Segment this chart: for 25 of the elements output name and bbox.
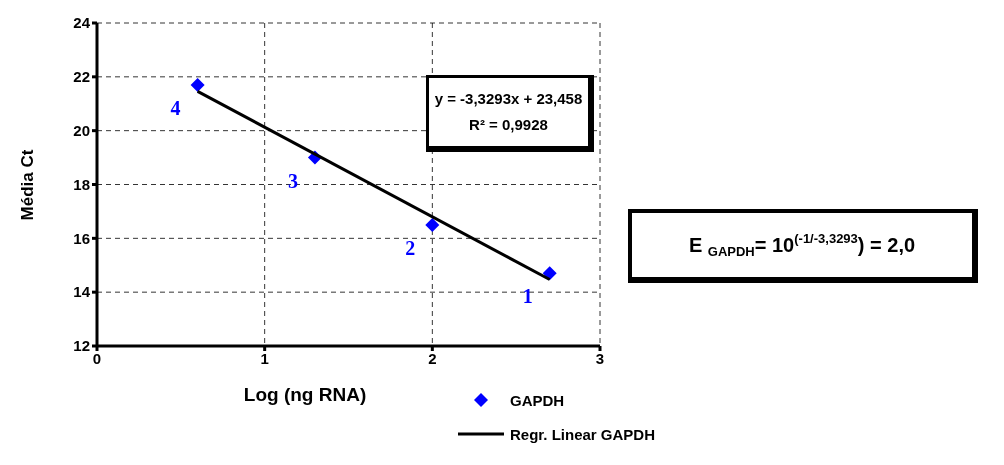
annotation: y = -3,3293x + 23,458: [434, 89, 583, 109]
x-tick-label: 1: [260, 349, 269, 367]
legend-label: GAPDH: [510, 391, 565, 409]
point: [190, 77, 205, 92]
x-axis-title: Log (ng RNA): [243, 384, 367, 406]
point: [425, 217, 440, 232]
annotation: 1: [522, 285, 533, 308]
y-tick-label: 18: [73, 175, 90, 193]
x-tick-label: 3: [595, 349, 605, 367]
x-tick-label: 0: [92, 349, 102, 367]
x-tick-label: 2: [428, 349, 437, 367]
y-tick-label: 20: [73, 121, 90, 139]
equation-box: y = -3,3293x + 23,458 R² = 0,9928: [426, 75, 594, 152]
y-tick-label: 16: [73, 229, 90, 247]
point: [542, 266, 557, 281]
y-tick-label: 14: [73, 283, 91, 301]
annotation: 4: [170, 96, 181, 119]
y-axis-title: Média Ct: [18, 149, 38, 221]
formula-box: E $_{GAPDH}$= 10$^{(-1/-3,3293}$) = 2,0: [628, 209, 978, 283]
y-tick-label: 24: [73, 14, 91, 32]
annotation: 2: [405, 236, 416, 259]
y-tick-label: 22: [73, 68, 90, 86]
y-tick-label: 12: [73, 337, 90, 355]
annotation: R² = 0,9928: [469, 115, 548, 135]
legend-label: Regr. Linear GAPDH: [510, 425, 656, 443]
